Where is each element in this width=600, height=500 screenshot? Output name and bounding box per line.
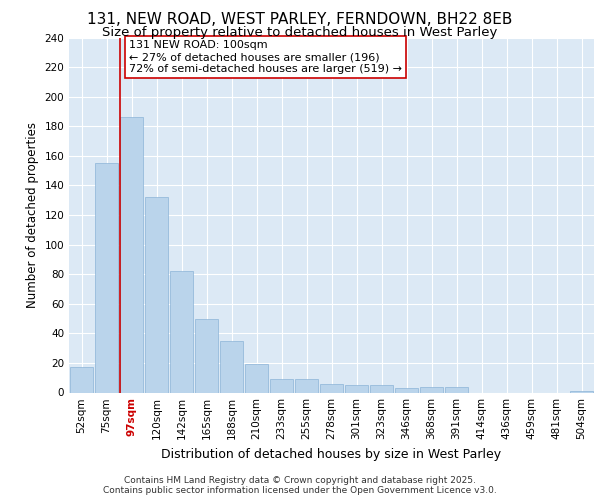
Bar	[145, 197, 168, 392]
Text: Size of property relative to detached houses in West Parley: Size of property relative to detached ho…	[103, 26, 497, 39]
X-axis label: Distribution of detached houses by size in West Parley: Distribution of detached houses by size …	[161, 448, 502, 461]
Bar	[445, 386, 468, 392]
Bar	[220, 340, 243, 392]
Text: Contains HM Land Registry data © Crown copyright and database right 2025.
Contai: Contains HM Land Registry data © Crown c…	[103, 476, 497, 495]
Bar	[245, 364, 268, 392]
Bar	[570, 391, 593, 392]
Y-axis label: Number of detached properties: Number of detached properties	[26, 122, 39, 308]
Bar	[270, 379, 293, 392]
Bar	[345, 385, 368, 392]
Bar	[195, 318, 218, 392]
Bar	[95, 163, 118, 392]
Bar	[370, 385, 393, 392]
Bar	[320, 384, 343, 392]
Bar	[295, 379, 318, 392]
Bar	[70, 368, 93, 392]
Bar	[170, 271, 193, 392]
Text: 131 NEW ROAD: 100sqm
← 27% of detached houses are smaller (196)
72% of semi-deta: 131 NEW ROAD: 100sqm ← 27% of detached h…	[129, 40, 402, 74]
Bar	[420, 386, 443, 392]
Bar	[120, 118, 143, 392]
Text: 131, NEW ROAD, WEST PARLEY, FERNDOWN, BH22 8EB: 131, NEW ROAD, WEST PARLEY, FERNDOWN, BH…	[88, 12, 512, 28]
Bar	[395, 388, 418, 392]
